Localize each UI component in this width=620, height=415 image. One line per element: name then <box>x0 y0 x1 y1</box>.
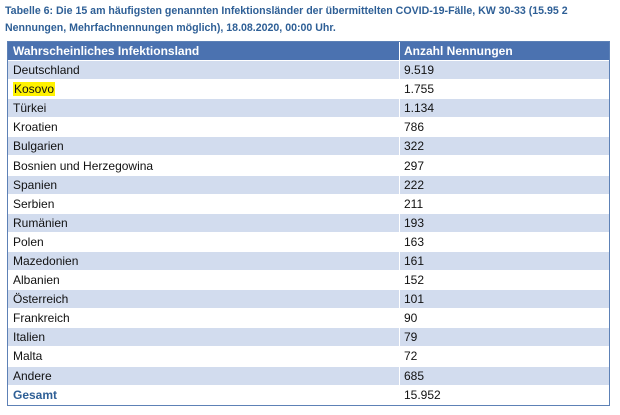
count-cell: 79 <box>404 330 418 345</box>
country-cell: Spanien <box>8 175 400 194</box>
count-cell: 161 <box>404 253 425 268</box>
table-row: Polen 163 <box>8 232 609 252</box>
country-cell: Österreich <box>8 290 400 309</box>
count-cell: 685 <box>404 368 425 383</box>
count-cell: 90 <box>404 311 418 326</box>
country-cell: Kosovo <box>8 80 400 99</box>
count-cell: 322 <box>404 139 425 154</box>
table-row: Österreich 101 <box>8 290 609 310</box>
infection-country-table: Wahrscheinliches Infektionsland Anzahl N… <box>7 41 610 406</box>
country-cell: Kroatien <box>8 118 400 137</box>
table-row: Türkei 1.134 <box>8 99 609 119</box>
country-cell: Bulgarien <box>8 137 400 156</box>
count-cell: 1.755 <box>404 82 435 97</box>
count-cell: 101 <box>404 292 425 307</box>
table-row: Bulgarien 322 <box>8 137 609 157</box>
country-cell: Serbien <box>8 194 400 213</box>
table-total-row: Gesamt 15.952 <box>8 385 609 405</box>
table-row: Andere 685 <box>8 366 609 386</box>
table-caption: Tabelle 6: Die 15 am häufigsten genannte… <box>5 5 568 34</box>
country-cell: Andere <box>8 366 400 385</box>
table-row: Deutschland 9.519 <box>8 61 609 81</box>
total-count: 15.952 <box>404 388 441 403</box>
count-cell: 786 <box>404 120 425 135</box>
country-cell: Türkei <box>8 99 400 118</box>
table-row: Italien 79 <box>8 328 609 348</box>
count-cell: 193 <box>404 215 425 230</box>
table-row: Bosnien und Herzegowina 297 <box>8 156 609 176</box>
table-header-row: Wahrscheinliches Infektionsland Anzahl N… <box>8 42 609 61</box>
country-cell: Polen <box>8 232 400 251</box>
count-cell: 152 <box>404 273 425 288</box>
count-cell: 211 <box>404 196 424 211</box>
country-cell: Bosnien und Herzegowina <box>8 156 400 175</box>
count-cell: 1.134 <box>404 101 435 116</box>
count-cell: 163 <box>404 234 425 249</box>
count-cell: 222 <box>404 177 425 192</box>
country-cell: Frankreich <box>8 309 400 328</box>
count-cell: 72 <box>404 349 418 364</box>
table-row: Serbien 211 <box>8 194 609 214</box>
table-row: Malta 72 <box>8 347 609 367</box>
header-count: Anzahl Nennungen <box>404 44 513 58</box>
table-row: Kosovo 1.755 <box>8 80 609 100</box>
country-cell: Italien <box>8 328 400 347</box>
total-label: Gesamt <box>8 385 400 405</box>
table-row: Albanien 152 <box>8 271 609 291</box>
table-row: Frankreich 90 <box>8 309 609 329</box>
table-row: Rumänien 193 <box>8 213 609 233</box>
table-row: Spanien 222 <box>8 175 609 195</box>
country-cell: Malta <box>8 347 400 366</box>
country-cell: Albanien <box>8 271 400 290</box>
header-country: Wahrscheinliches Infektionsland <box>8 42 400 60</box>
country-cell: Rumänien <box>8 213 400 232</box>
highlighted-country: Kosovo <box>13 82 56 97</box>
count-cell: 297 <box>404 158 425 173</box>
count-cell: 9.519 <box>404 63 435 78</box>
country-cell: Deutschland <box>8 61 400 80</box>
table-row: Kroatien 786 <box>8 118 609 138</box>
table-row: Mazedonien 161 <box>8 251 609 272</box>
country-cell: Mazedonien <box>8 251 400 271</box>
